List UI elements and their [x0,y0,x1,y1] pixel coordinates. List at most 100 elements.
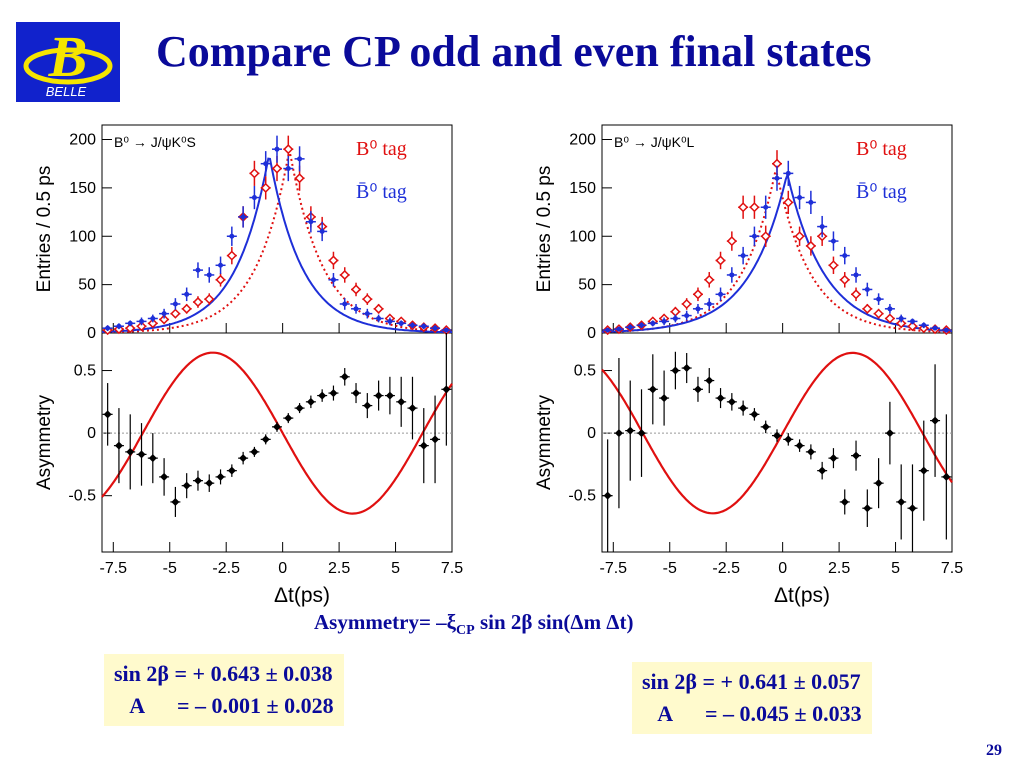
y-tick-label: 0 [87,425,96,442]
blue-point [616,326,622,332]
red-point [681,298,692,310]
asymmetry-point [419,441,428,450]
asymmetry-point [648,385,657,394]
blue-point [330,277,336,283]
asymmetry-formula: Asymmetry= –ξCP sin 2β sin(Δm Δt) [314,610,633,639]
asymmetry-point [103,410,112,419]
red-point [328,255,339,266]
blue-point [672,315,678,321]
x-tick-label: -5 [163,560,177,577]
red-point [828,260,839,271]
blue-point [342,301,348,307]
asymmetry-point [660,394,669,403]
asymmetry-point [329,389,338,398]
blue-point [774,175,780,181]
asymmetry-point [885,429,894,438]
blue-point [308,219,314,225]
x-tick-label: -5 [663,560,677,577]
y-tick-label: 100 [569,228,596,245]
asymmetry-point [227,466,236,475]
red-point [670,306,681,317]
result-sin2beta: sin 2β = + 0.643 ± 0.038 [114,661,333,686]
red-point [226,250,237,261]
blue-point [763,204,769,210]
asymmetry-point [626,426,635,435]
asymmetry-point [671,366,680,375]
blue-point [206,272,212,278]
red-point [125,323,136,334]
x-tick-label: -7.5 [100,560,128,577]
y-tick-label: 50 [78,277,96,294]
red-point [715,255,726,266]
result-a: A = – 0.001 ± 0.028 [114,693,334,718]
y-tick-label: 0.5 [574,363,596,380]
blue-point [432,325,438,331]
red-point [136,321,147,332]
bottom-plot-frame [101,332,453,553]
blue-fit-curve [601,171,953,333]
asymmetry-point [205,479,214,488]
blue-fit-curve [102,157,452,333]
formula-subscript: CP [456,623,475,639]
red-point [850,289,862,300]
blue-point [409,322,415,328]
asymmetry-point [431,435,440,444]
asymmetry-point [261,435,270,444]
blue-point [650,320,656,326]
asymmetry-point [852,451,861,460]
asymmetry-point [761,422,770,431]
blue-point [876,296,882,302]
asymmetry-point [942,472,951,481]
result-box-left: sin 2β = + 0.643 ± 0.038 A = – 0.001 ± 0… [104,654,344,726]
red-point [704,274,715,285]
x-tick-label: -2.5 [712,560,740,577]
asymmetry-point [727,397,736,406]
asymmetry-point [397,397,406,406]
blue-point [274,146,280,152]
asymmetry-point [284,414,293,423]
blue-point [729,272,735,278]
blue-point [887,306,893,312]
blue-point [943,327,949,333]
x-tick-label: -7.5 [600,560,628,577]
red-point [170,308,181,319]
asymmetry-point [897,497,906,506]
formula-rest: sin 2β sin(Δm Δt) [474,610,634,634]
red-point [350,284,362,295]
blue-point [684,313,690,319]
red-point [181,303,192,314]
blue-point [319,228,325,234]
asymmetry-point [908,504,917,513]
red-point [760,231,771,242]
blue-point [718,291,724,297]
svg-text:BELLE: BELLE [46,84,87,99]
y-tick-label: -0.5 [68,488,96,505]
asymmetry-point [137,450,146,459]
top-y-axis-label: Entries / 0.5 ps [534,166,555,293]
legend-b0-tag: B⁰ tag [356,138,407,160]
blue-point [808,199,814,205]
asymmetry-point [818,466,827,475]
y-tick-label: 0 [587,325,596,342]
result-box-right: sin 2β = + 0.641 ± 0.057 A = – 0.045 ± 0… [632,662,872,734]
blue-point [421,323,427,329]
x-tick-label: -2.5 [212,560,240,577]
asymmetry-point [840,497,849,506]
x-tick-label: 2.5 [828,560,850,577]
bottom-plot-frame [601,332,953,553]
top-y-axis-label: Entries / 0.5 ps [34,166,55,293]
blue-point [921,322,927,328]
bottom-y-axis-label: Asymmetry [534,395,555,491]
legend-b0bar-tag: B̄⁰ tag [356,181,407,203]
blue-point [364,311,370,317]
asymmetry-point [795,441,804,450]
blue-point [932,325,938,331]
asymmetry-point [148,454,157,463]
blue-point [443,327,449,333]
x-tick-label: 7.5 [441,560,463,577]
blue-point [240,214,246,220]
red-point [692,289,704,300]
asymmetry-point [705,376,714,385]
red-point [805,240,816,251]
blue-point [285,166,291,172]
